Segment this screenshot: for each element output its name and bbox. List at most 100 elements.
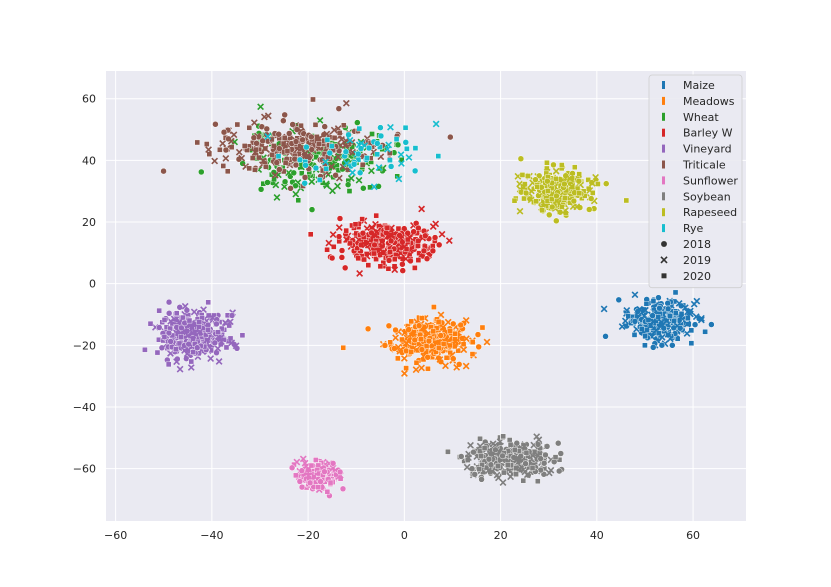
- scatter-point: [292, 138, 300, 145]
- scatter-point: [552, 454, 559, 460]
- scatter-point: [349, 169, 356, 177]
- scatter-point: [322, 158, 329, 166]
- scatter-point: [345, 131, 352, 139]
- scatter-point: [438, 230, 446, 238]
- scatter-point: [190, 308, 198, 316]
- scatter-point: [273, 193, 281, 201]
- scatter-point: [347, 240, 354, 247]
- scatter-point: [230, 131, 238, 139]
- scatter-point: [302, 162, 309, 169]
- scatter-point: [228, 312, 236, 319]
- scatter-point: [523, 449, 530, 456]
- scatter-point: [576, 171, 582, 177]
- legend-label: Rapeseed: [683, 206, 737, 219]
- scatter-point: [310, 96, 316, 103]
- scatter-point: [334, 182, 341, 190]
- scatter-point: [675, 299, 683, 307]
- scatter-point: [257, 186, 265, 193]
- scatter-point: [394, 343, 402, 351]
- scatter-point: [484, 467, 492, 474]
- scatter-point: [377, 263, 384, 270]
- scatter-point: [457, 321, 464, 329]
- scatter-point: [285, 169, 293, 177]
- scatter-point: [399, 261, 406, 268]
- scatter-point: [212, 121, 219, 128]
- legend-frame: [648, 74, 743, 289]
- scatter-point: [672, 310, 679, 316]
- scatter-point: [516, 207, 524, 215]
- scatter-point: [259, 157, 267, 165]
- scatter-point: [359, 229, 367, 237]
- scatter-point: [193, 344, 201, 351]
- scatter-point: [269, 136, 275, 143]
- scatter-point: [336, 130, 343, 136]
- scatter-point: [432, 220, 440, 228]
- scatter-point: [677, 313, 685, 321]
- scatter-point: [483, 338, 491, 346]
- scatter-point: [289, 121, 296, 128]
- scatter-point: [293, 472, 299, 479]
- scatter-point: [522, 189, 530, 197]
- scatter-point: [180, 327, 188, 335]
- scatter-point: [371, 241, 378, 249]
- scatter-point: [511, 447, 518, 453]
- scatter-point: [447, 328, 453, 334]
- scatter-point: [296, 478, 304, 485]
- scatter-point: [203, 336, 211, 344]
- scatter-point: [295, 197, 302, 204]
- scatter-point: [321, 468, 328, 475]
- scatter-point: [415, 243, 421, 249]
- scatter-point: [374, 151, 380, 158]
- scatter-point: [566, 175, 574, 183]
- x-tick-label: 40: [590, 529, 604, 542]
- legend-swatch: [662, 208, 665, 217]
- scatter-point: [222, 154, 230, 162]
- scatter-point: [445, 449, 451, 455]
- scatter-point: [256, 154, 262, 161]
- scatter-point: [365, 262, 372, 268]
- scatter-point: [408, 318, 415, 325]
- scatter-point: [165, 361, 172, 368]
- scatter-point: [437, 332, 444, 339]
- legend-swatch: [662, 160, 665, 169]
- scatter-point: [655, 314, 662, 321]
- scatter-point: [649, 344, 657, 351]
- scatter-point: [462, 335, 470, 343]
- scatter-point: [643, 300, 650, 307]
- scatter-point: [402, 124, 409, 131]
- scatter-point: [215, 329, 221, 335]
- legend-swatch: [662, 96, 665, 105]
- scatter-point: [342, 99, 350, 107]
- scatter-point: [367, 167, 375, 175]
- scatter-point: [573, 203, 581, 211]
- scatter-point: [411, 167, 419, 175]
- x-tick-label: 0: [401, 529, 408, 542]
- scatter-point: [575, 177, 583, 185]
- scatter-point: [392, 334, 400, 342]
- scatter-point: [691, 321, 699, 328]
- scatter-point: [334, 153, 342, 161]
- scatter-point: [287, 185, 294, 192]
- scatter-point: [310, 472, 318, 480]
- scatter-point: [641, 306, 649, 314]
- scatter-point: [401, 329, 408, 337]
- scatter-point: [165, 329, 173, 337]
- scatter-point: [455, 347, 461, 354]
- legend-label: Barley W: [683, 127, 733, 140]
- scatter-point: [304, 472, 312, 480]
- scatter-point: [406, 233, 414, 241]
- scatter-point: [298, 483, 306, 491]
- scatter-point: [355, 255, 361, 262]
- scatter-point: [330, 126, 338, 134]
- scatter-point: [264, 112, 272, 120]
- scatter-point: [435, 153, 442, 159]
- scatter-point: [672, 289, 679, 296]
- scatter-point: [435, 345, 442, 351]
- scatter-point: [329, 231, 337, 238]
- scatter-point: [399, 336, 405, 343]
- scatter-point: [418, 315, 425, 322]
- scatter-point: [415, 257, 422, 263]
- scatter-point: [513, 471, 519, 478]
- scatter-point: [471, 471, 479, 478]
- scatter-point: [269, 152, 275, 158]
